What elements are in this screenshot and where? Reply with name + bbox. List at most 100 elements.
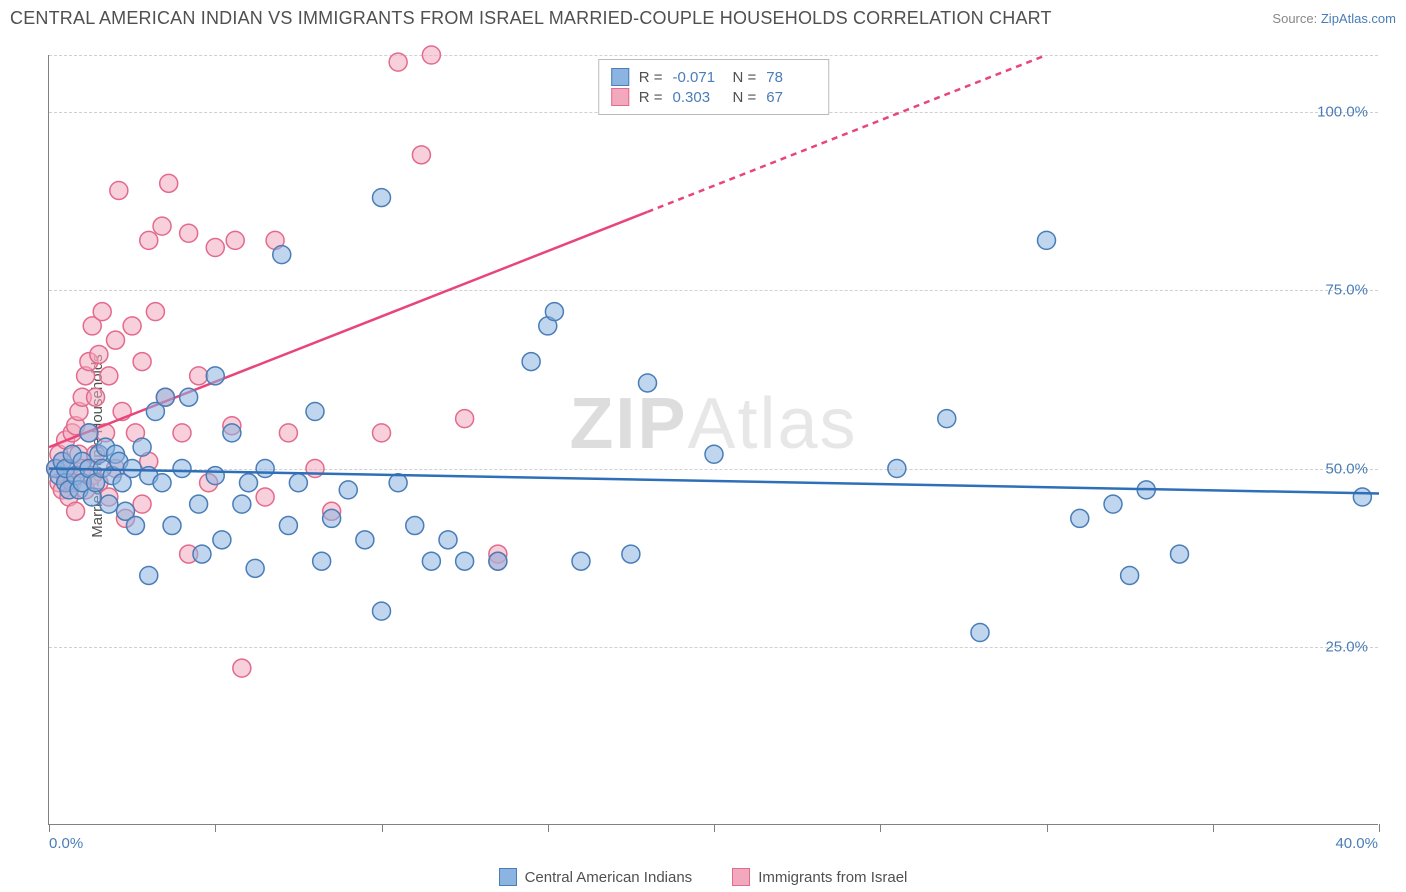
blue-point bbox=[356, 531, 374, 549]
blue-point bbox=[126, 517, 144, 535]
blue-point bbox=[80, 424, 98, 442]
blue-point bbox=[140, 566, 158, 584]
blue-point bbox=[306, 402, 324, 420]
legend-item-pink: Immigrants from Israel bbox=[732, 868, 907, 886]
pink-point bbox=[123, 317, 141, 335]
blue-point bbox=[206, 467, 224, 485]
blue-point bbox=[1038, 231, 1056, 249]
x-tick bbox=[880, 824, 881, 832]
blue-point bbox=[422, 552, 440, 570]
pink-point bbox=[412, 146, 430, 164]
pink-trendline-dashed bbox=[648, 55, 1047, 212]
pink-point bbox=[206, 239, 224, 257]
pink-point bbox=[133, 353, 151, 371]
blue-point bbox=[339, 481, 357, 499]
x-tick bbox=[714, 824, 715, 832]
pink-point bbox=[226, 231, 244, 249]
x-tick-label: 0.0% bbox=[49, 835, 83, 852]
pink-point bbox=[107, 331, 125, 349]
blue-point bbox=[289, 474, 307, 492]
blue-point bbox=[246, 559, 264, 577]
blue-point bbox=[938, 410, 956, 428]
blue-point bbox=[971, 624, 989, 642]
pink-point bbox=[100, 367, 118, 385]
blue-point bbox=[153, 474, 171, 492]
x-tick bbox=[1379, 824, 1380, 832]
pink-point bbox=[160, 174, 178, 192]
source-link[interactable]: ZipAtlas.com bbox=[1321, 11, 1396, 26]
pink-point bbox=[153, 217, 171, 235]
blue-point bbox=[639, 374, 657, 392]
x-tick bbox=[49, 824, 50, 832]
blue-point bbox=[133, 438, 151, 456]
pink-point bbox=[90, 345, 108, 363]
blue-point bbox=[190, 495, 208, 513]
scatter-svg bbox=[49, 55, 1378, 824]
blue-point bbox=[705, 445, 723, 463]
x-tick bbox=[382, 824, 383, 832]
plot-area: ZIPAtlas 25.0%50.0%75.0%100.0% 0.0%40.0%… bbox=[48, 55, 1378, 825]
pink-point bbox=[180, 224, 198, 242]
blue-point bbox=[1071, 509, 1089, 527]
blue-point bbox=[100, 495, 118, 513]
blue-point bbox=[489, 552, 507, 570]
blue-point bbox=[439, 531, 457, 549]
pink-point bbox=[422, 46, 440, 64]
pink-point bbox=[67, 502, 85, 520]
pink-point bbox=[140, 231, 158, 249]
blue-point bbox=[1121, 566, 1139, 584]
legend-label-blue: Central American Indians bbox=[525, 869, 693, 886]
blue-point bbox=[323, 509, 341, 527]
pink-point bbox=[389, 53, 407, 71]
blue-point bbox=[156, 388, 174, 406]
blue-point bbox=[313, 552, 331, 570]
pink-point bbox=[146, 303, 164, 321]
x-tick-label: 40.0% bbox=[1335, 835, 1378, 852]
pink-point bbox=[233, 659, 251, 677]
blue-point bbox=[1171, 545, 1189, 563]
x-tick bbox=[1213, 824, 1214, 832]
pink-point bbox=[93, 303, 111, 321]
swatch-blue bbox=[499, 868, 517, 886]
blue-point bbox=[622, 545, 640, 563]
blue-point bbox=[223, 424, 241, 442]
blue-point bbox=[456, 552, 474, 570]
blue-point bbox=[173, 460, 191, 478]
blue-point bbox=[406, 517, 424, 535]
blue-point bbox=[1104, 495, 1122, 513]
blue-point bbox=[522, 353, 540, 371]
blue-point bbox=[180, 388, 198, 406]
blue-point bbox=[545, 303, 563, 321]
blue-point bbox=[123, 460, 141, 478]
blue-point bbox=[888, 460, 906, 478]
pink-point bbox=[256, 488, 274, 506]
pink-point bbox=[190, 367, 208, 385]
pink-point bbox=[456, 410, 474, 428]
pink-point bbox=[173, 424, 191, 442]
chart-title: CENTRAL AMERICAN INDIAN VS IMMIGRANTS FR… bbox=[10, 8, 1052, 29]
pink-point bbox=[373, 424, 391, 442]
legend-item-blue: Central American Indians bbox=[499, 868, 693, 886]
blue-point bbox=[279, 517, 297, 535]
blue-point bbox=[240, 474, 258, 492]
pink-point bbox=[87, 388, 105, 406]
source-credit: Source: ZipAtlas.com bbox=[1272, 11, 1396, 26]
blue-point bbox=[193, 545, 211, 563]
blue-point bbox=[206, 367, 224, 385]
pink-point bbox=[133, 495, 151, 513]
blue-point bbox=[233, 495, 251, 513]
blue-point bbox=[256, 460, 274, 478]
legend-label-pink: Immigrants from Israel bbox=[758, 869, 907, 886]
blue-point bbox=[572, 552, 590, 570]
x-tick bbox=[1047, 824, 1048, 832]
source-label: Source: bbox=[1272, 11, 1317, 26]
x-tick bbox=[215, 824, 216, 832]
blue-point bbox=[373, 189, 391, 207]
blue-point bbox=[213, 531, 231, 549]
pink-point bbox=[110, 181, 128, 199]
blue-point bbox=[163, 517, 181, 535]
pink-point bbox=[279, 424, 297, 442]
blue-point bbox=[373, 602, 391, 620]
swatch-pink bbox=[732, 868, 750, 886]
series-legend: Central American Indians Immigrants from… bbox=[0, 868, 1406, 886]
